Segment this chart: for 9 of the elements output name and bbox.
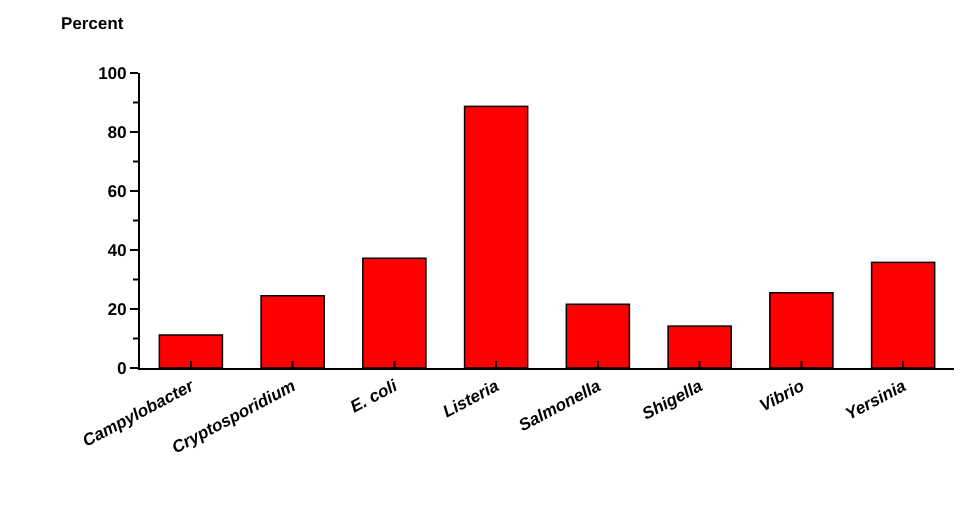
x-tick-label: Vibrio <box>756 376 808 416</box>
y-tick-label: 60 <box>108 182 127 201</box>
y-tick-label: 100 <box>98 64 127 83</box>
y-tick-label: 40 <box>108 240 127 260</box>
x-tick-label: E. coli <box>347 376 402 416</box>
y-axis-title: Percent <box>61 14 124 33</box>
y-tick-label: 80 <box>108 122 127 142</box>
y-tick-label: 20 <box>108 300 127 319</box>
y-tick-label: 0 <box>117 358 127 378</box>
